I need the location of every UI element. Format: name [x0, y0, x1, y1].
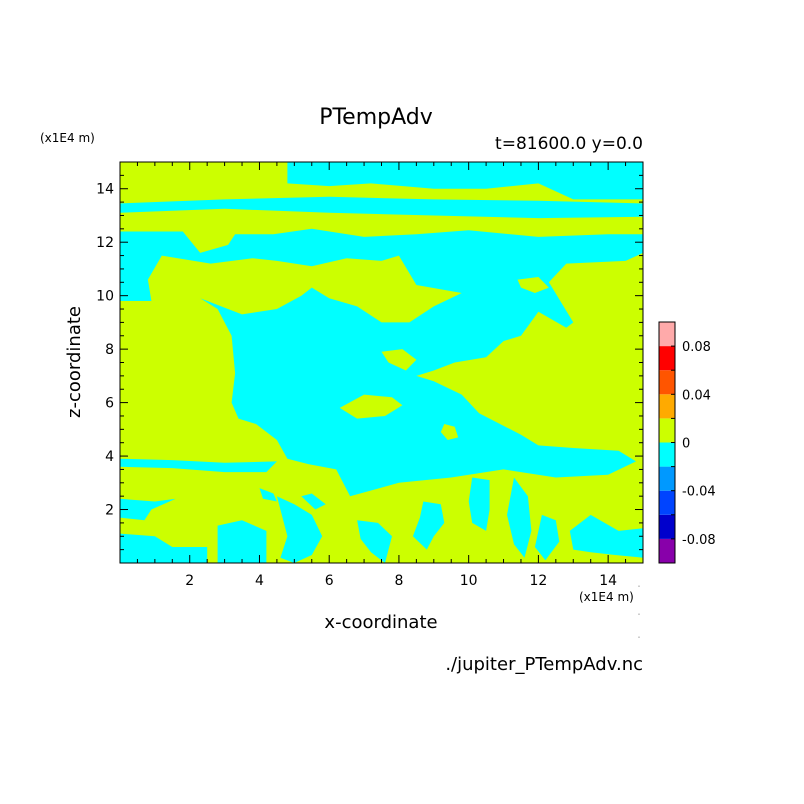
positive-region	[339, 394, 403, 419]
negative-region	[276, 496, 323, 563]
negative-region	[357, 520, 392, 563]
axis-ticks: 2 4 6 8 10 12 14 2 4 6 8 10 12 14	[96, 162, 643, 589]
source-file-label: ./jupiter_PTempAdv.nc	[445, 654, 643, 675]
dot-mark: ˙	[637, 585, 641, 594]
negative-region	[259, 488, 277, 502]
colorbar-swatch	[659, 514, 675, 539]
negative-region	[120, 228, 643, 497]
colorbar: 0.08 0.04 0 -0.04 -0.08	[659, 322, 716, 563]
chart-title: PTempAdv	[319, 105, 433, 130]
y-axis-unit: (x1E4 m)	[40, 131, 95, 145]
x-axis-unit: (x1E4 m)	[579, 590, 634, 604]
positive-region	[381, 349, 417, 371]
negative-region	[120, 458, 277, 473]
negative-region	[217, 520, 267, 563]
positive-region	[440, 424, 459, 440]
colorbar-swatch	[659, 490, 675, 515]
colorbar-swatch	[659, 418, 675, 443]
y-axis-title: z-coordinate	[64, 306, 85, 418]
y-tick-label: 8	[105, 342, 114, 358]
y-tick-label: 12	[96, 235, 114, 251]
negative-region	[569, 514, 643, 558]
colorbar-swatch	[659, 538, 675, 563]
negative-region	[287, 162, 643, 200]
x-axis-title: x-coordinate	[324, 612, 437, 633]
colorbar-swatch	[659, 370, 675, 395]
negative-region	[507, 477, 532, 558]
colorbar-swatch	[659, 442, 675, 467]
colorbar-swatch	[659, 346, 675, 371]
colorbar-tick-label: -0.04	[682, 485, 716, 500]
x-tick-label: 6	[325, 573, 334, 589]
positive-regions	[339, 277, 549, 440]
y-tick-label: 6	[105, 396, 114, 412]
colorbar-frame	[658, 321, 676, 564]
negative-region	[468, 477, 490, 531]
y-tick-label: 2	[105, 503, 114, 519]
x-tick-label: 4	[255, 573, 264, 589]
y-tick-label: 14	[96, 182, 114, 198]
negative-region	[120, 196, 643, 219]
dot-mark: ˙	[637, 613, 641, 622]
negative-region	[120, 533, 208, 563]
x-tick-label: 8	[394, 573, 403, 589]
y-tick-label: 4	[105, 449, 114, 465]
x-tick-label: 14	[599, 573, 617, 589]
positive-region	[517, 277, 549, 293]
colorbar-swatch	[659, 322, 675, 347]
colorbar-tick-label: 0.08	[682, 340, 711, 355]
colorbar-tick-label: -0.08	[682, 533, 716, 548]
x-tick-label: 10	[460, 573, 478, 589]
negative-region	[120, 498, 176, 521]
chart-subtitle: t=81600.0 y=0.0	[495, 134, 643, 154]
negative-region	[301, 493, 326, 510]
y-tick-label: 10	[96, 289, 114, 305]
colorbar-tick-label: 0.04	[682, 388, 711, 403]
x-tick-label: 12	[529, 573, 547, 589]
negative-region	[534, 514, 560, 561]
negative-regions	[120, 162, 643, 563]
dot-mark: ˙	[637, 636, 641, 645]
colorbar-swatch	[659, 394, 675, 419]
x-tick-label: 2	[185, 573, 194, 589]
colorbar-tick-label: 0	[682, 437, 690, 452]
colorbar-swatch	[659, 466, 675, 491]
negative-region	[412, 501, 445, 550]
plot-area	[120, 162, 643, 563]
